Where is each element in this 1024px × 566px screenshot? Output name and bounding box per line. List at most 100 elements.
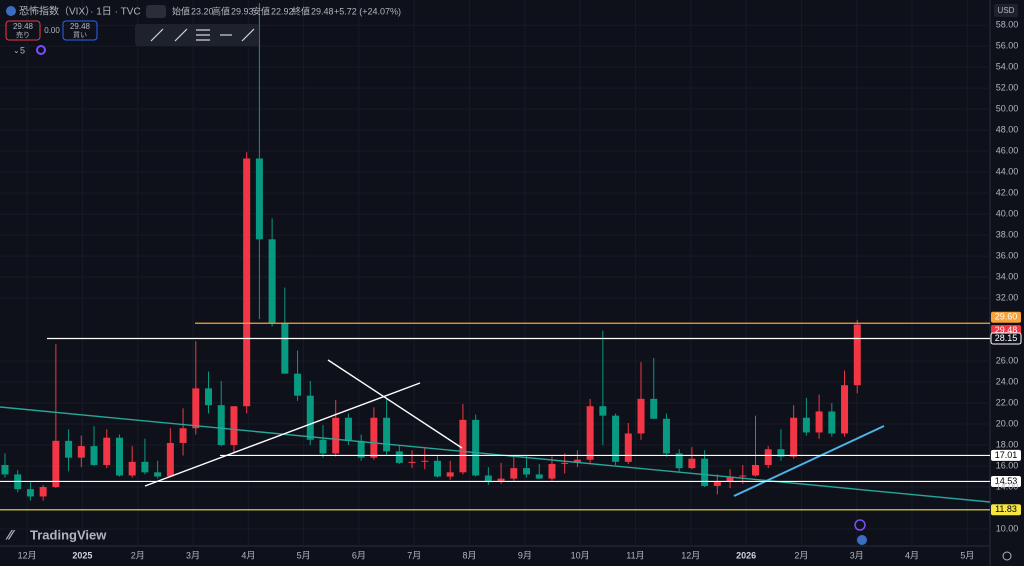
- candle-body: [612, 415, 620, 462]
- buy-button[interactable]: [62, 20, 98, 41]
- candle-body: [421, 460, 429, 462]
- trend-line: [327, 359, 463, 449]
- settings-icon[interactable]: [1002, 551, 1012, 561]
- y-axis: 10.00 14.00 16.00 18.00 20.00 22.00 24.00 26.00…: [996, 20, 1019, 534]
- y-tick-label: 54.00: [996, 62, 1019, 72]
- open-label: 始値: [172, 5, 190, 16]
- y-tick-label: 40.00: [996, 208, 1019, 218]
- brand-mark: ⁄⁄: [5, 527, 15, 543]
- low-label: 安値: [252, 5, 270, 16]
- candle-body: [65, 440, 73, 458]
- candle-body: [192, 388, 200, 429]
- candle-body: [319, 439, 327, 454]
- candle-body: [459, 419, 467, 473]
- flag-icon: [6, 6, 16, 16]
- candle-body: [815, 411, 823, 433]
- level-label-box: [991, 311, 1021, 323]
- candle-body: [217, 405, 225, 446]
- y-tick-label: 56.00: [996, 41, 1019, 51]
- level-label-box: [991, 449, 1021, 461]
- y-tick-label: 16.00: [996, 460, 1019, 470]
- candle-body: [561, 462, 569, 464]
- candle-body: [128, 461, 136, 476]
- level-label: 14.53: [995, 476, 1018, 486]
- candle-body: [1, 464, 9, 475]
- candle-body: [141, 461, 149, 473]
- candle-body: [255, 158, 263, 240]
- y-tick-label: 46.00: [996, 146, 1019, 156]
- indicator-count[interactable]: 5: [20, 45, 25, 55]
- candle-body: [701, 458, 709, 486]
- y-tick-label: 18.00: [996, 439, 1019, 449]
- candle-body: [548, 463, 556, 479]
- sell-price: 29.48: [13, 22, 34, 31]
- candle-body: [395, 451, 403, 463]
- currency[interactable]: USD: [998, 6, 1015, 15]
- candle-body: [484, 475, 492, 482]
- trend-line: [0, 406, 991, 503]
- x-tick-label: 2月: [131, 550, 145, 560]
- level-label-box: [991, 475, 1021, 487]
- tool-fib[interactable]: [196, 29, 210, 41]
- spread: 0.00: [44, 26, 60, 35]
- tool-extended[interactable]: [241, 28, 255, 42]
- x-tick-label: 5月: [297, 550, 311, 560]
- level-label: 29.60: [995, 312, 1018, 322]
- candle-body: [764, 449, 772, 465]
- candle-body: [179, 428, 187, 443]
- y-tick-label: 50.00: [996, 104, 1019, 114]
- tool-ray[interactable]: [174, 28, 188, 42]
- candle-body: [370, 417, 378, 458]
- x-tick-label: 10月: [571, 550, 590, 560]
- candle-body: [853, 324, 861, 386]
- buy-label: 買い: [73, 31, 87, 39]
- x-tick-label: 2026: [736, 550, 756, 560]
- currency-button[interactable]: [994, 4, 1018, 17]
- x-tick-label: 3月: [186, 550, 200, 560]
- sell-label: 売り: [16, 30, 30, 39]
- candle-body: [688, 458, 696, 469]
- symbol[interactable]: 恐怖指数（VIX）· 1日 · TVC: [19, 5, 141, 18]
- candle-body: [637, 398, 645, 434]
- candle-body: [77, 446, 85, 458]
- high-label: 高値: [212, 5, 230, 16]
- indicator-toggle[interactable]: ⌄: [13, 46, 20, 55]
- indicator-icon[interactable]: [36, 45, 46, 55]
- level-label: 29.48: [995, 325, 1018, 335]
- open-value: 23.20: [191, 6, 214, 16]
- y-tick-label: 26.00: [996, 355, 1019, 365]
- y-tick-label: 48.00: [996, 125, 1019, 135]
- candle-body: [624, 433, 632, 462]
- drawings: [0, 359, 991, 503]
- candle-body: [344, 417, 352, 441]
- candle-body: [26, 489, 34, 497]
- x-tick-label: 7月: [407, 550, 421, 560]
- x-tick-label: 4月: [905, 550, 919, 560]
- candle-body: [115, 437, 123, 476]
- level-label-box: [990, 332, 1022, 345]
- event-icon[interactable]: [854, 519, 866, 531]
- y-tick-label: 38.00: [996, 229, 1019, 239]
- candle-body: [828, 411, 836, 434]
- sell-button[interactable]: [5, 20, 41, 41]
- trend-line: [144, 382, 421, 487]
- x-tick-label: 11月: [626, 550, 644, 560]
- candle-body: [243, 158, 251, 407]
- tool-trend[interactable]: [150, 28, 164, 42]
- level-label-box: [991, 504, 1021, 516]
- candle-body: [39, 487, 47, 497]
- x-axis: 12月 2025 2月 3月 4月 5月 6月 7月 8月 9月 10月 11月 12月 2026 2月 3月…: [18, 550, 975, 560]
- candle-body: [751, 464, 759, 476]
- candle-body: [52, 440, 60, 488]
- y-tick-label: 24.00: [996, 376, 1019, 386]
- candle-body: [841, 385, 849, 434]
- candle-body: [472, 419, 480, 476]
- level-label: 11.83: [995, 504, 1017, 514]
- event-flag[interactable]: [857, 535, 867, 545]
- collapse-button[interactable]: [146, 5, 166, 18]
- candle-body: [802, 417, 810, 433]
- y-tick-label: 44.00: [996, 167, 1019, 177]
- candle-body: [433, 460, 441, 477]
- brand: TradingView: [30, 527, 107, 542]
- high-value: 29.93: [231, 6, 254, 16]
